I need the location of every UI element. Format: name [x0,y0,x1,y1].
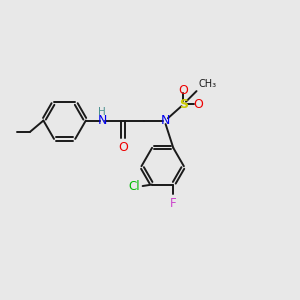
Text: O: O [193,98,203,111]
Text: O: O [118,142,128,154]
Text: H: H [98,107,106,117]
Text: N: N [161,114,170,127]
Text: O: O [178,84,188,97]
Text: F: F [170,197,177,210]
Text: Cl: Cl [128,179,140,193]
Text: N: N [97,114,107,127]
Text: S: S [179,98,188,111]
Text: CH₃: CH₃ [199,79,217,89]
